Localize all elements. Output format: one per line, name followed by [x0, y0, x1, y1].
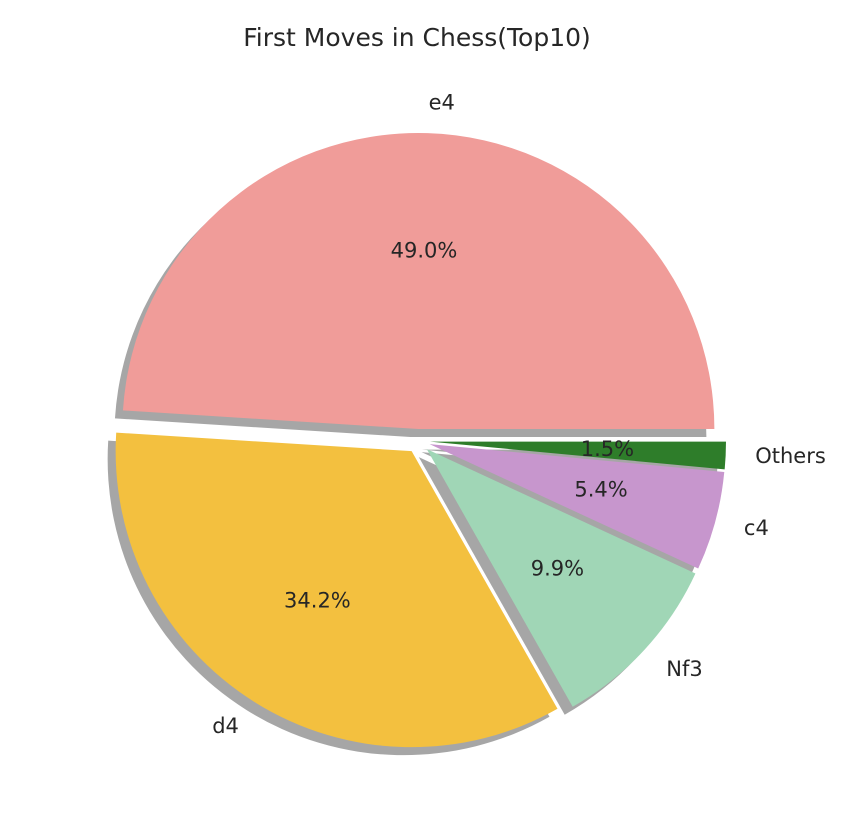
- pie-slice-e4: [122, 133, 715, 430]
- slice-percent-e4: 49.0%: [391, 238, 458, 262]
- pie-labels: e4 49.0% d4 34.2% Nf3 9.9% c4 5.4% Others 1.5%: [212, 91, 826, 739]
- slice-percent-c4: 5.4%: [574, 477, 627, 501]
- pie-slice-others: [429, 441, 726, 470]
- slice-percent-d4: 34.2%: [284, 589, 351, 613]
- chart-title: First Moves in Chess(Top10): [243, 23, 591, 52]
- slice-percent-nf3: 9.9%: [531, 556, 584, 580]
- slice-label-e4: e4: [429, 91, 455, 115]
- pie-slice-d4: [115, 432, 558, 748]
- slice-percent-others: 1.5%: [581, 437, 634, 461]
- pie-slice-c4: [429, 444, 725, 569]
- pie-slice-nf3: [426, 449, 696, 707]
- slice-label-c4: c4: [744, 516, 769, 540]
- slice-label-nf3: Nf3: [666, 657, 702, 681]
- slice-label-others: Others: [755, 444, 826, 468]
- slice-label-d4: d4: [212, 714, 239, 738]
- pie-slices: [115, 133, 726, 748]
